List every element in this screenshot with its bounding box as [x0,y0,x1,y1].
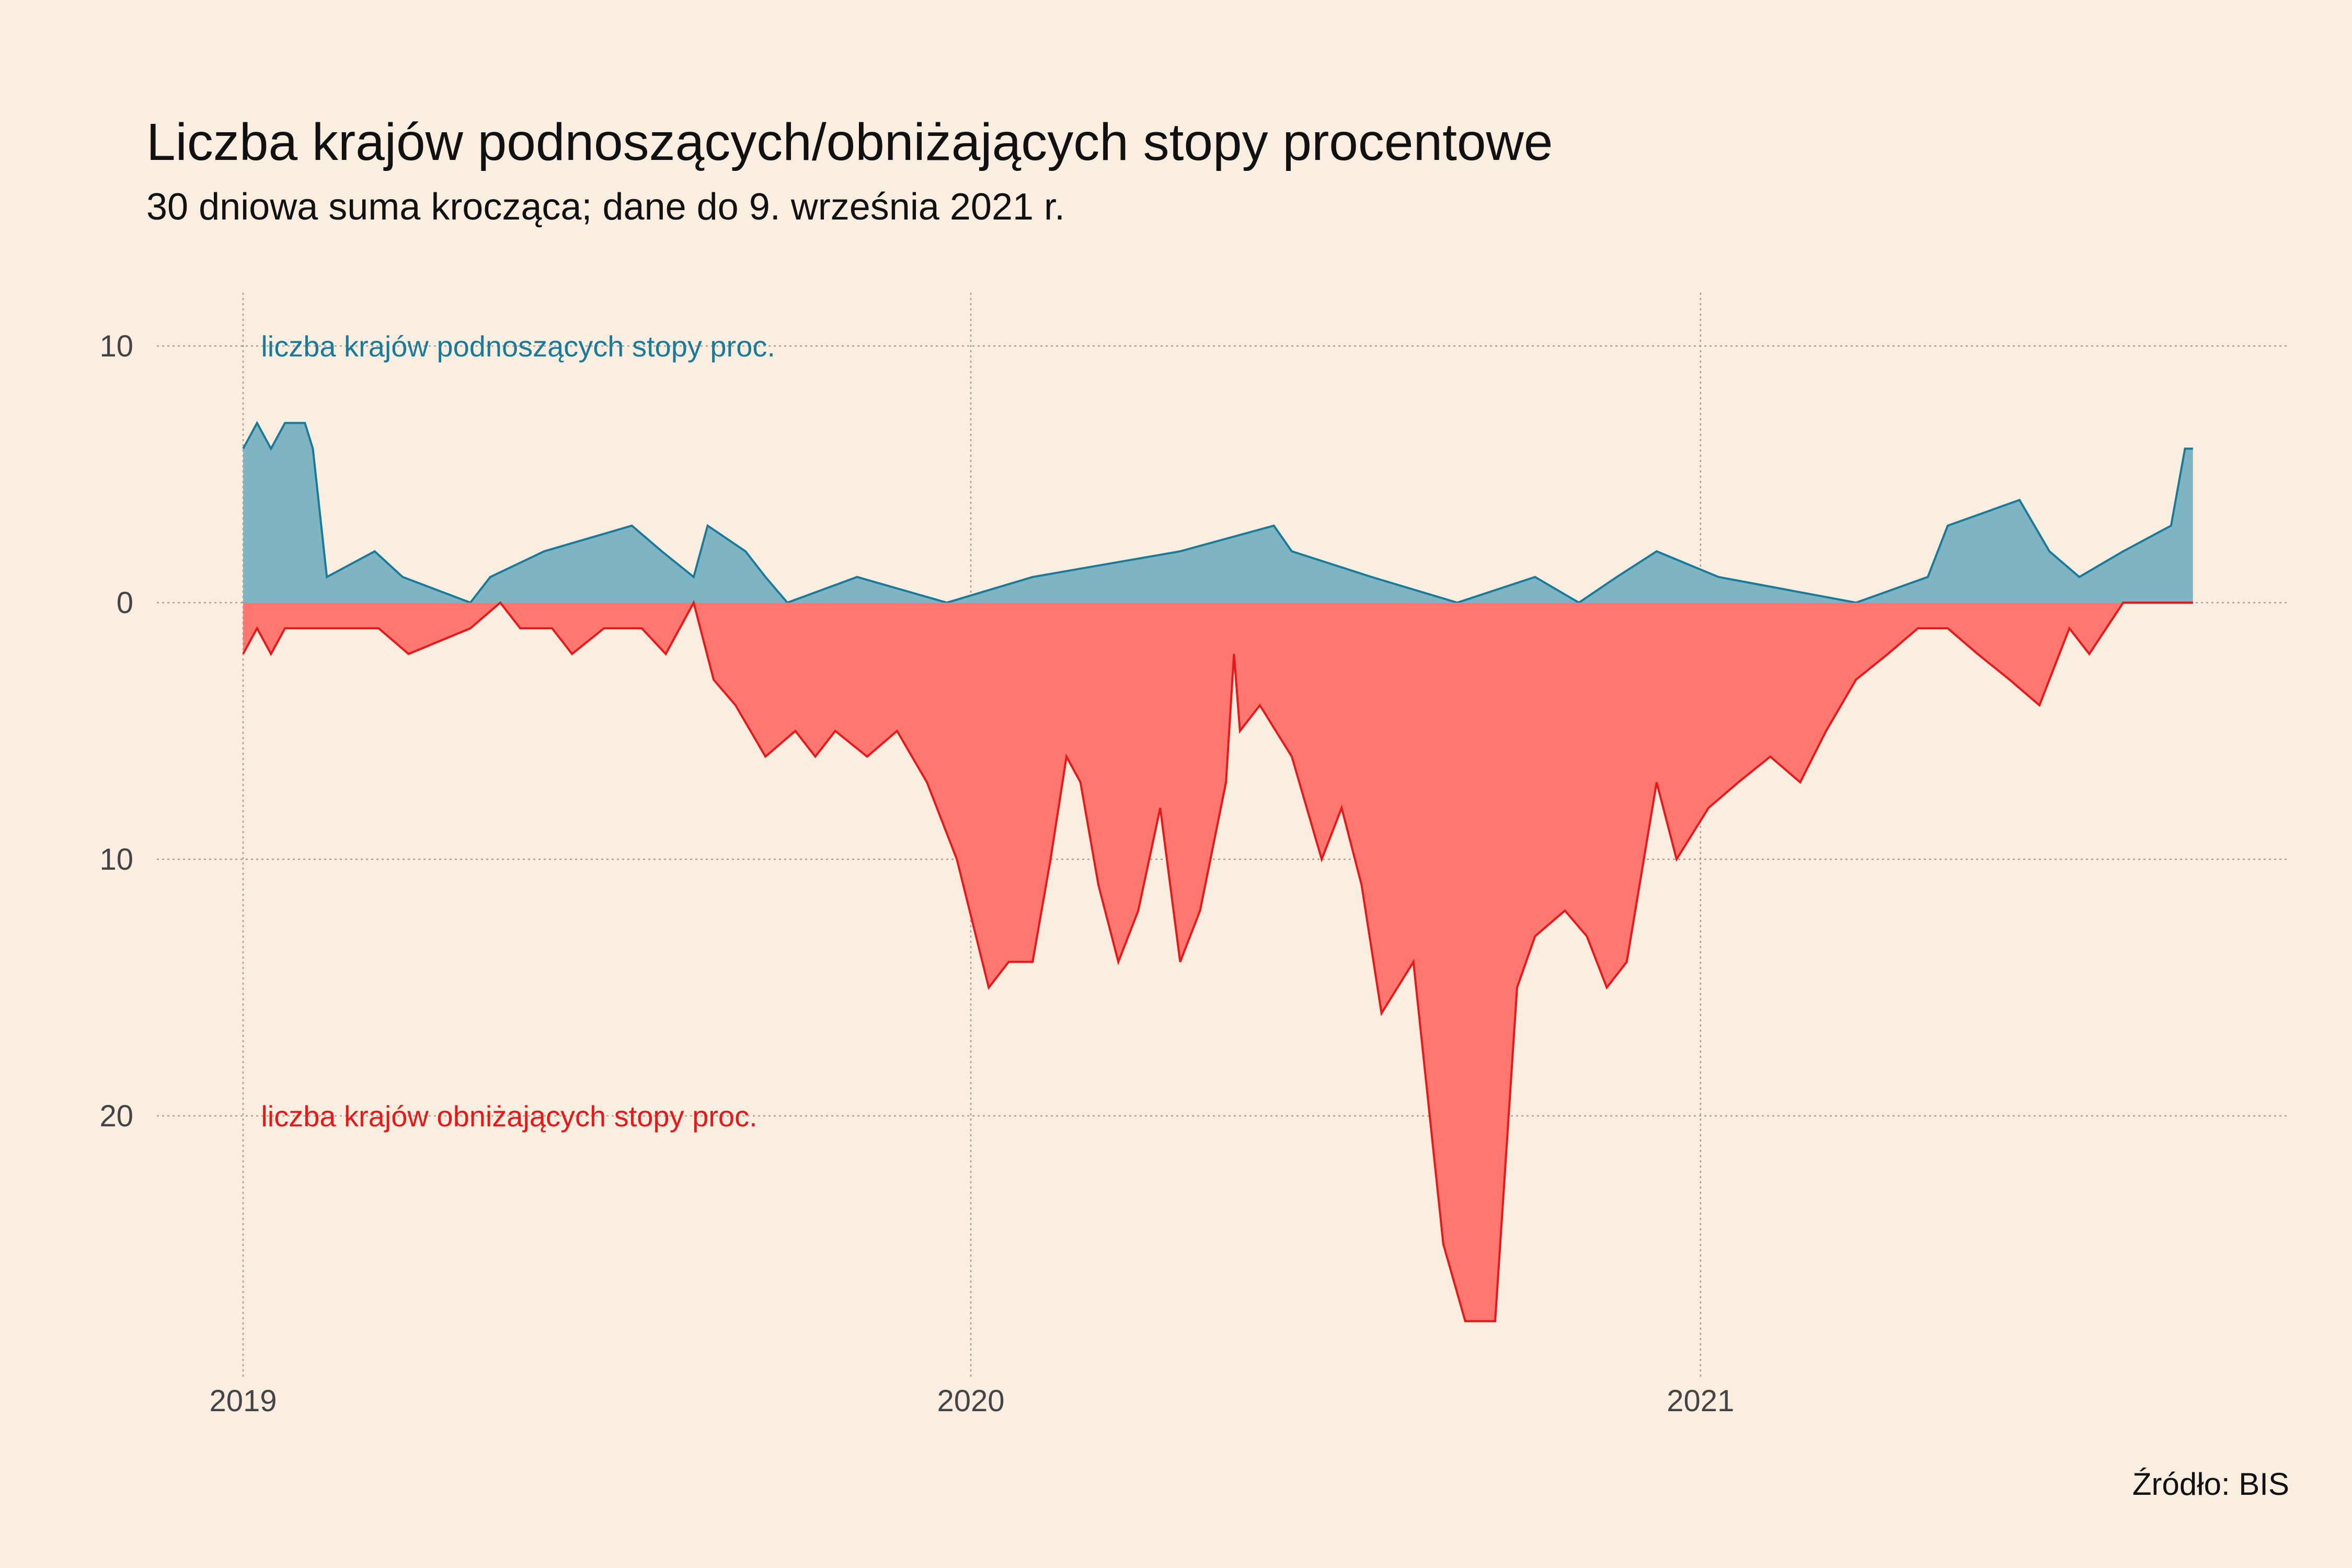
x-tick-label: 2020 [937,1384,1004,1418]
y-tick-label: 20 [99,1099,133,1133]
source-note: Źródło: BIS [2132,1467,2289,1502]
chart-subtitle: 30 dniowa suma krocząca; dane do 9. wrze… [146,186,1065,228]
grid [157,293,2290,1380]
cut-annotation: liczba krajów obniżających stopy proc. [261,1100,757,1133]
cut-line [242,599,2193,1322]
y-tick-label: 10 [99,843,133,877]
cut-area [243,603,2193,1321]
raise-line [242,421,2193,604]
annotations: liczba krajów podnoszących stopy proc. li… [261,330,775,1133]
y-tick-label: 10 [99,329,133,363]
x-tick-label: 2021 [1667,1384,1734,1418]
raise-area [243,423,2193,603]
x-tick-label: 2019 [209,1384,277,1418]
areas [242,421,2193,1322]
axis-ticks: 10 0 10 20 2019 2020 2021 [99,329,1734,1418]
chart-title: Liczba krajów podnoszących/obniżających … [146,113,1553,171]
raise-annotation: liczba krajów podnoszących stopy proc. [261,330,775,363]
y-tick-label: 0 [117,586,133,620]
